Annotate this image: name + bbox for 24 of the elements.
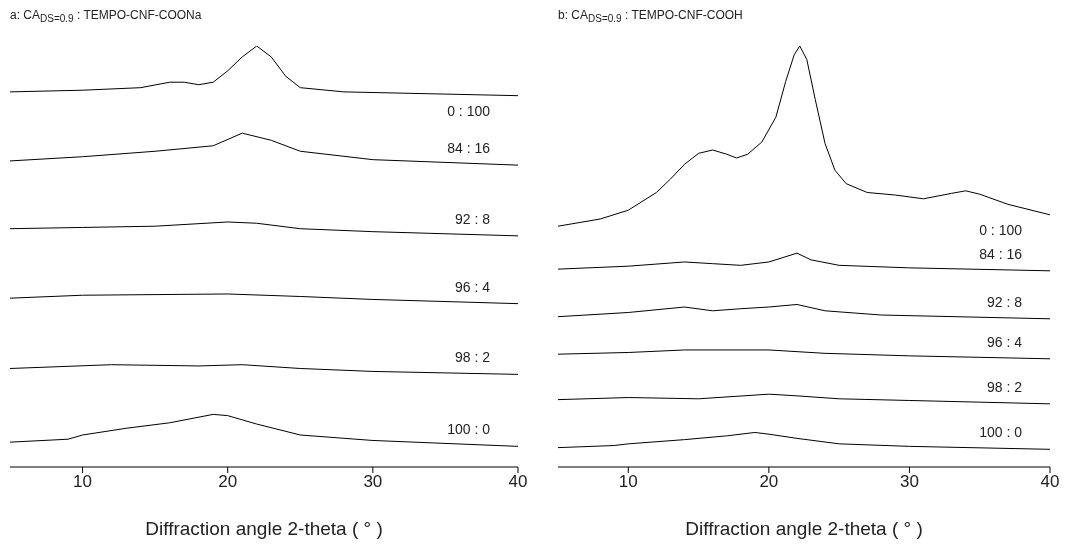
series-label: 96 : 4	[986, 333, 1023, 350]
series-label: 92 : 8	[986, 293, 1023, 310]
x-tick-label: 20	[218, 472, 238, 492]
series-label: 100 : 0	[447, 421, 491, 438]
series-label: 84 : 16	[447, 140, 491, 157]
x-tick-label: 40	[1040, 472, 1060, 492]
chart-title: b: CA$_{DS=0.9}$ : TEMPO-CNF-COOH	[557, 8, 744, 26]
series-label: 0 : 100	[979, 221, 1023, 238]
x-tick-label: 40	[508, 472, 528, 492]
x-tick-label: 10	[73, 472, 93, 492]
x-tick-label: 30	[363, 472, 383, 492]
series-label: 0 : 100	[447, 102, 491, 119]
x-axis-title: Diffraction angle 2-theta ( ° )	[145, 518, 383, 539]
x-axis-title: Diffraction angle 2-theta ( ° )	[685, 518, 923, 539]
chart-title: a: CA$_{DS=0.9}$ : TEMPO-CNF-COONa	[9, 8, 203, 26]
series-label: 84 : 16	[979, 245, 1023, 262]
series-label: 98 : 2	[454, 349, 491, 366]
x-tick-label: 30	[899, 472, 919, 492]
x-tick-label: 20	[759, 472, 779, 492]
series-label: 100 : 0	[979, 424, 1023, 441]
series-label: 96 : 4	[454, 278, 491, 295]
series-label: 98 : 2	[986, 378, 1023, 395]
series-label: 92 : 8	[454, 210, 491, 227]
x-tick-label: 10	[618, 472, 638, 492]
